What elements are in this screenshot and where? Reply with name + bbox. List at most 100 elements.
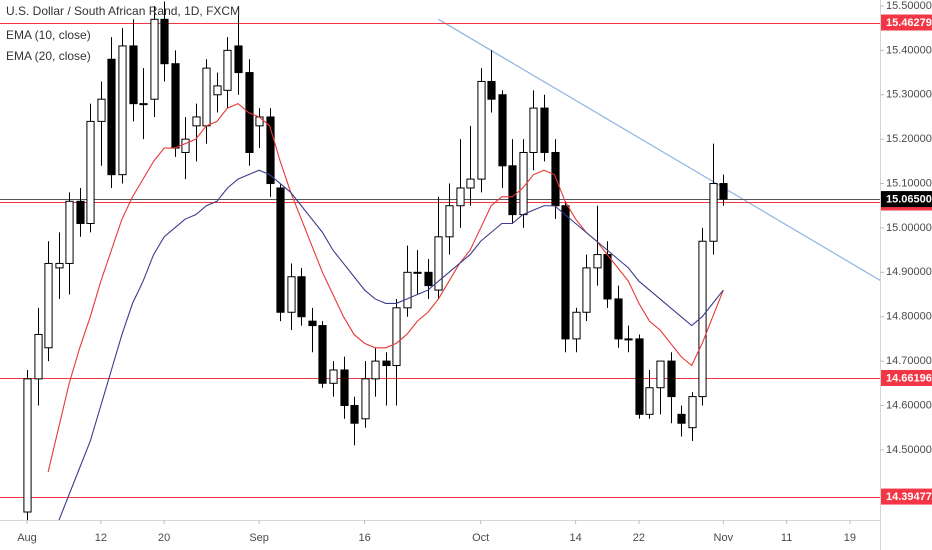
candle-body bbox=[709, 183, 718, 242]
candle-body bbox=[656, 360, 665, 389]
candle-body bbox=[403, 271, 412, 309]
candle-body bbox=[86, 120, 95, 224]
candle-body bbox=[688, 396, 697, 429]
candle-body bbox=[466, 178, 475, 189]
candle-body bbox=[445, 205, 454, 238]
x-tick-label: 20 bbox=[158, 532, 170, 544]
y-tick-label: 15.00000 bbox=[886, 222, 932, 234]
plot-area bbox=[0, 1, 880, 520]
candle-body bbox=[255, 116, 264, 127]
price-label-box bbox=[881, 369, 932, 386]
candle-body bbox=[318, 325, 327, 384]
candle-body bbox=[171, 63, 180, 149]
candle-body bbox=[107, 58, 116, 176]
candle-body bbox=[287, 276, 296, 313]
candle-body bbox=[540, 107, 549, 153]
candle-body bbox=[508, 165, 517, 216]
y-tick-label: 15.50000 bbox=[886, 0, 932, 12]
candle-body bbox=[582, 267, 591, 313]
y-tick-label: 14.80000 bbox=[886, 311, 932, 323]
ema-line bbox=[47, 103, 724, 473]
candle-body bbox=[361, 378, 370, 420]
candle-body bbox=[593, 254, 602, 269]
x-tick-label: 19 bbox=[844, 532, 856, 544]
candle-body bbox=[350, 404, 359, 424]
price-label: 14.39477 bbox=[886, 491, 932, 503]
x-tick-label: 16 bbox=[358, 532, 370, 544]
candle-body bbox=[223, 49, 232, 91]
legend-entry: EMA (10, close) bbox=[6, 28, 91, 42]
price-label: 15.06500 bbox=[886, 193, 932, 205]
candle-body bbox=[55, 262, 64, 269]
ema-line bbox=[58, 169, 724, 520]
x-tick-label: Nov bbox=[714, 532, 734, 544]
candle-body bbox=[624, 338, 633, 341]
candle-body bbox=[424, 271, 433, 287]
candle-body bbox=[34, 333, 43, 380]
chart-title: U.S. Dollar / South African Rand, 1D, FX… bbox=[6, 4, 240, 18]
candle-body bbox=[192, 116, 201, 127]
candle-body bbox=[129, 45, 138, 105]
candle-body bbox=[234, 45, 243, 74]
x-tick-label: 14 bbox=[569, 532, 581, 544]
candle-body bbox=[551, 151, 560, 207]
candle-body bbox=[413, 271, 422, 274]
price-label-box bbox=[881, 488, 932, 505]
candle-body bbox=[276, 187, 285, 313]
candle-body bbox=[382, 360, 391, 367]
candle-body bbox=[65, 200, 74, 264]
candle-body bbox=[603, 254, 612, 300]
price-label-box bbox=[881, 191, 932, 208]
candle-body bbox=[340, 369, 349, 406]
candle-body bbox=[561, 205, 570, 340]
price-label: 14.66196 bbox=[886, 372, 932, 384]
x-tick-label: 11 bbox=[781, 532, 792, 544]
y-tick-label: 15.30000 bbox=[886, 89, 932, 101]
candle-body bbox=[645, 387, 654, 415]
candle-body bbox=[572, 311, 581, 340]
price-label-box bbox=[881, 14, 932, 31]
x-tick-label: 22 bbox=[633, 532, 645, 544]
candle-body bbox=[266, 116, 275, 185]
trend-line bbox=[438, 18, 880, 281]
candle-body bbox=[150, 18, 159, 100]
candle-body bbox=[181, 138, 190, 153]
candle-body bbox=[308, 320, 317, 327]
candle-body bbox=[614, 298, 623, 340]
legend: U.S. Dollar / South African Rand, 1D, FX… bbox=[6, 4, 240, 63]
y-tick-label: 15.10000 bbox=[886, 177, 932, 189]
x-tick-label: Aug bbox=[17, 532, 37, 544]
candle-body bbox=[97, 98, 106, 122]
y-tick-label: 14.90000 bbox=[886, 266, 932, 278]
y-tick-label: 15.40000 bbox=[886, 44, 932, 56]
y-tick-label: 14.60000 bbox=[886, 399, 932, 411]
candle-body bbox=[487, 80, 496, 100]
x-tick-label: Sep bbox=[249, 532, 269, 544]
candle-body bbox=[529, 107, 538, 153]
y-tick-label: 14.50000 bbox=[886, 444, 932, 456]
candle-body bbox=[677, 413, 686, 424]
candle-body bbox=[118, 45, 127, 176]
candle-body bbox=[719, 183, 728, 200]
candle-body bbox=[667, 360, 676, 398]
candle-body bbox=[160, 18, 169, 65]
y-tick-label: 15.20000 bbox=[886, 133, 932, 145]
candle-body bbox=[139, 103, 148, 106]
candle-body bbox=[434, 236, 443, 291]
x-tick-label: Oct bbox=[472, 532, 489, 544]
candle-body bbox=[297, 276, 306, 318]
candle-body bbox=[371, 360, 380, 380]
y-tick-label: 14.70000 bbox=[886, 355, 932, 367]
candle-body bbox=[477, 80, 486, 180]
candle-body bbox=[329, 369, 338, 384]
candle-body bbox=[498, 94, 507, 167]
candle-body bbox=[202, 67, 211, 127]
candle-body bbox=[392, 307, 401, 367]
candle-body bbox=[213, 85, 222, 96]
axes: 15.50000 15.40000 15.30000 15.20000 15.10000… bbox=[17, 0, 932, 544]
candle-body bbox=[23, 378, 32, 513]
candle-body bbox=[456, 187, 465, 207]
